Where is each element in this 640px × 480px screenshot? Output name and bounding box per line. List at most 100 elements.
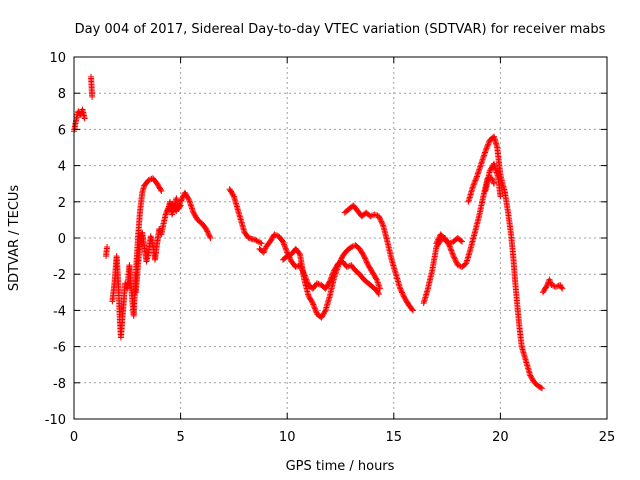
x-tick-label: 20 [492, 430, 509, 445]
data-point [360, 253, 367, 260]
data-point [310, 301, 317, 308]
data-point [362, 255, 369, 262]
axis-ticks [73, 56, 608, 420]
chart-title: Day 004 of 2017, Sidereal Day-to-day VTE… [75, 22, 606, 37]
data-point [337, 258, 344, 265]
data-point [449, 251, 456, 258]
data-point [205, 229, 212, 236]
data-point [469, 184, 476, 191]
data-point [368, 212, 375, 219]
y-tick-label: -8 [53, 377, 66, 392]
data-point [373, 275, 380, 282]
data-point [314, 280, 321, 287]
data-point [434, 237, 441, 244]
data-point [205, 231, 212, 238]
data-point [447, 246, 454, 253]
grid-lines [74, 57, 607, 419]
data-point [546, 277, 553, 284]
data-point [361, 254, 368, 261]
data-point [376, 214, 383, 221]
data-point [472, 176, 479, 183]
data-point [399, 289, 406, 296]
data-point [448, 249, 455, 256]
data-point [310, 302, 317, 309]
y-tick-label: 6 [58, 123, 66, 138]
data-point [547, 279, 554, 286]
data-point [484, 144, 491, 151]
data-point [309, 300, 316, 307]
data-point [348, 244, 355, 251]
data-point [204, 228, 211, 235]
data-point [483, 146, 490, 153]
data-point [203, 225, 210, 232]
data-point [230, 192, 237, 199]
data-point [185, 195, 192, 202]
data-point [254, 238, 261, 245]
data-point [281, 242, 288, 249]
data-point [483, 145, 490, 152]
y-tick-label: 8 [58, 87, 66, 102]
data-point [485, 141, 492, 148]
y-tick-label: 4 [58, 160, 66, 175]
data-point [448, 247, 455, 254]
data-point [491, 180, 498, 187]
data-point [282, 244, 289, 251]
data-point [176, 203, 183, 210]
data-point [559, 285, 566, 292]
data-point [104, 244, 111, 251]
data-point [447, 239, 454, 246]
x-tick-labels: 0 5 10 15 20 25 [70, 430, 615, 445]
data-point [206, 233, 213, 240]
data-point [373, 212, 380, 219]
data-point [450, 253, 457, 260]
data-point [203, 227, 210, 234]
data-point [145, 177, 152, 184]
data-point [471, 178, 478, 185]
data-point [459, 238, 466, 245]
data-point [375, 289, 382, 296]
y-tick-labels: -10 -8 -6 -4 -2 0 2 4 6 8 10 [45, 51, 66, 428]
data-point [292, 263, 299, 270]
data-point [435, 235, 442, 242]
data-point [363, 258, 370, 265]
data-point [398, 288, 405, 295]
data-point [335, 262, 342, 269]
data-point [434, 239, 441, 246]
data-point [471, 180, 478, 187]
data-point [321, 308, 328, 315]
data-point [457, 237, 464, 244]
data-point [433, 240, 440, 247]
data-point [378, 219, 385, 226]
data-point [453, 259, 460, 266]
data-point [89, 93, 96, 100]
data-point [543, 283, 550, 290]
x-axis-label: GPS time / hours [286, 459, 395, 474]
data-point [162, 211, 169, 218]
data-point [409, 307, 416, 314]
data-point [371, 211, 378, 218]
data-point [375, 213, 382, 220]
data-point [311, 304, 318, 311]
data-point [376, 285, 383, 292]
data-point [179, 194, 186, 201]
y-tick-label: -10 [45, 413, 66, 428]
data-point [81, 115, 88, 122]
data-point [378, 218, 385, 225]
data-point [284, 253, 291, 260]
data-point [552, 283, 559, 290]
data-point [489, 176, 496, 183]
data-point [177, 202, 184, 209]
data-point [452, 258, 459, 265]
data-point [206, 232, 213, 239]
data-point [399, 290, 406, 297]
data-point [497, 193, 504, 200]
data-point [281, 241, 288, 248]
data-point [485, 139, 492, 146]
data-point [260, 249, 267, 256]
data-point [312, 306, 319, 313]
data-point [363, 259, 370, 266]
data-point [283, 248, 290, 255]
y-tick-label: -4 [53, 304, 66, 319]
data-point [280, 239, 287, 246]
